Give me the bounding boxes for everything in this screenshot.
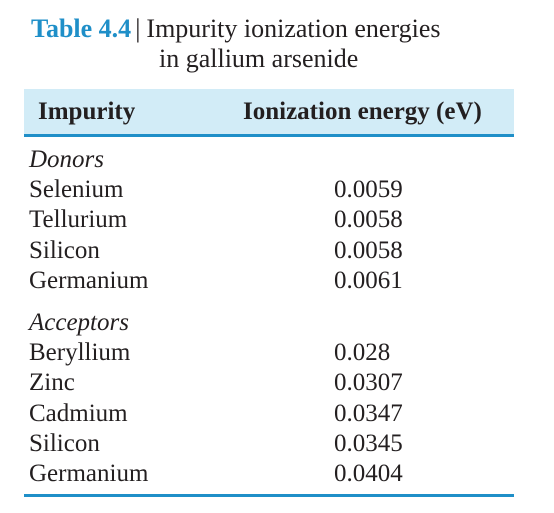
group-heading-donors: Donors — [29, 145, 509, 175]
group-label: Donors — [29, 146, 105, 173]
energy-cell: 0.0404 — [334, 460, 403, 487]
table-header: Impurity Ionization energy (eV) — [24, 89, 514, 137]
table-row: Germanium 0.0404 — [29, 459, 509, 489]
table-row: Selenium 0.0059 — [29, 175, 509, 205]
table-bottom-rule — [24, 494, 514, 497]
table-row: Cadmium 0.0347 — [29, 399, 509, 429]
energy-cell: 0.0059 — [334, 176, 403, 203]
energy-cell: 0.0058 — [334, 206, 403, 233]
impurity-cell: Zinc — [29, 369, 75, 396]
impurity-cell: Germanium — [29, 460, 149, 487]
energy-cell: 0.0347 — [334, 400, 403, 427]
table-number: Table 4.4 — [31, 14, 132, 43]
impurity-cell: Cadmium — [29, 400, 128, 427]
group-label: Acceptors — [29, 309, 129, 336]
impurity-cell: Tellurium — [29, 206, 128, 233]
energy-cell: 0.0307 — [334, 369, 403, 396]
energy-cell: 0.0345 — [334, 430, 403, 457]
caption-title-line1: Impurity ionization energies — [146, 14, 441, 43]
column-header-ionization-energy: Ionization energy (eV) — [243, 98, 482, 125]
impurity-cell: Silicon — [29, 237, 100, 264]
table-row: Silicon 0.0345 — [29, 429, 509, 459]
table-caption: Table 4.4 | Impurity ionization energies i… — [31, 14, 441, 73]
caption-separator: | — [135, 14, 141, 43]
energy-cell: 0.0058 — [334, 237, 403, 264]
impurity-cell: Beryllium — [29, 339, 131, 366]
group-heading-acceptors: Acceptors — [29, 308, 509, 338]
table-row: Tellurium 0.0058 — [29, 205, 509, 235]
energy-cell: 0.028 — [334, 339, 391, 366]
caption-title-line2: in gallium arsenide — [159, 44, 359, 73]
table-row: Beryllium 0.028 — [29, 338, 509, 368]
table-row: Germanium 0.0061 — [29, 266, 509, 296]
table-row: Silicon 0.0058 — [29, 236, 509, 266]
impurity-cell: Silicon — [29, 430, 100, 457]
impurity-cell: Germanium — [29, 267, 149, 294]
column-header-impurity: Impurity — [38, 98, 136, 125]
impurity-cell: Selenium — [29, 176, 124, 203]
energy-cell: 0.0061 — [334, 267, 403, 294]
table-row: Zinc 0.0307 — [29, 368, 509, 398]
